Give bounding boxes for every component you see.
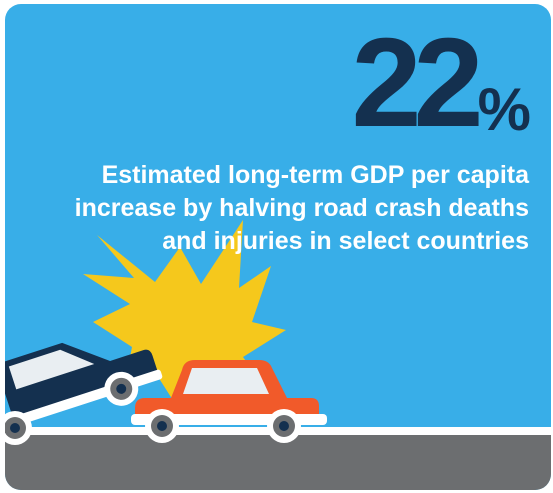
stat-percent-sign: % <box>477 76 531 143</box>
road <box>5 434 551 490</box>
infographic-card: 22 % Estimated long-term GDP per capita … <box>5 4 551 490</box>
dark-car-icon <box>5 342 163 426</box>
stat-description: Estimated long-term GDP per capita incre… <box>74 161 529 255</box>
red-car-icon <box>131 360 327 443</box>
headline-stat: 22 % <box>351 20 531 146</box>
crash-illustration <box>5 220 551 490</box>
dark-car-rear-wheel <box>5 411 32 445</box>
stat-number: 22 <box>351 12 483 153</box>
